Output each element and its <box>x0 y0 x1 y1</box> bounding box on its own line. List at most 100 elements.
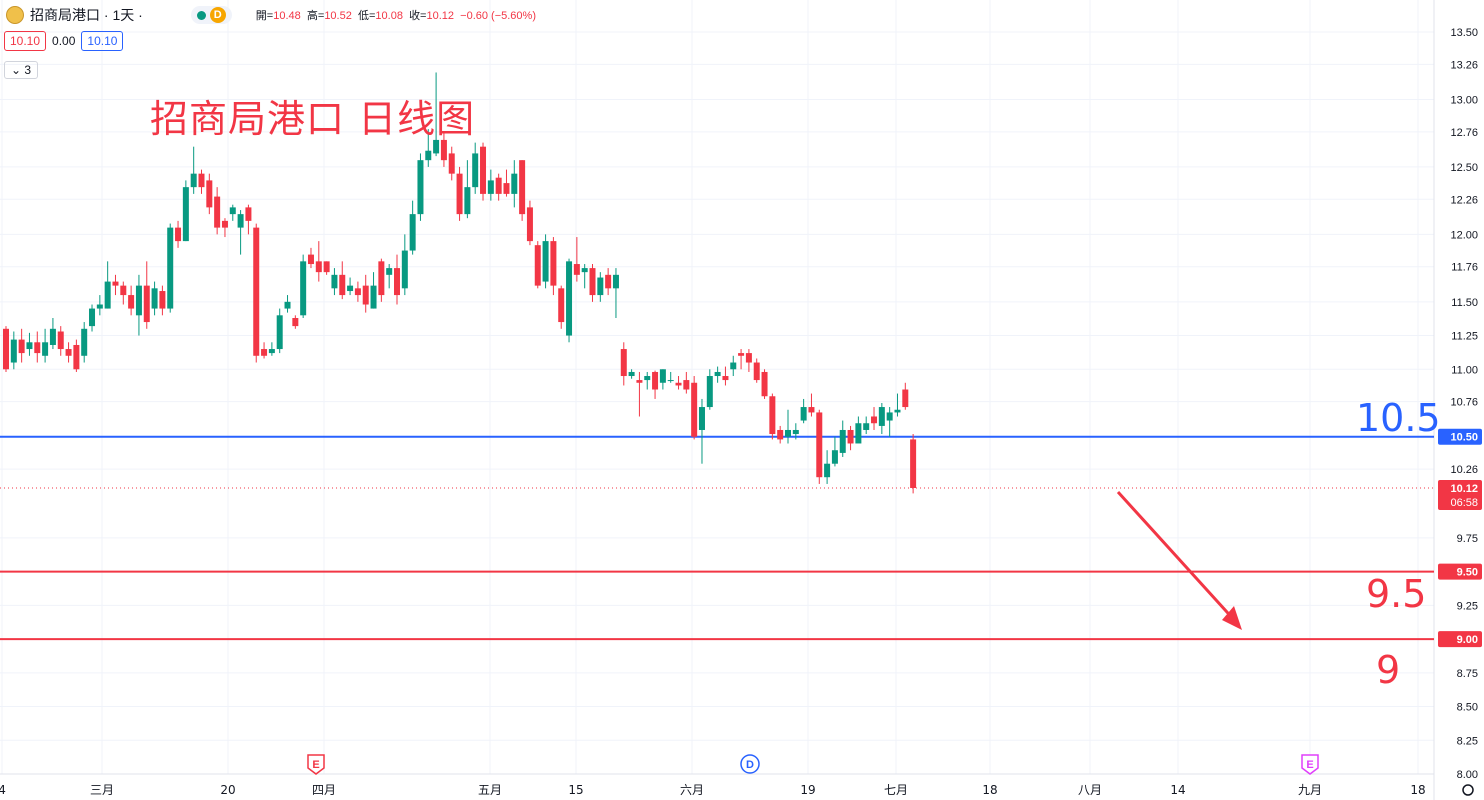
candle-body[interactable] <box>409 214 416 251</box>
candle-body[interactable] <box>214 196 221 228</box>
candle-body[interactable] <box>425 150 432 161</box>
candle-body[interactable] <box>143 285 150 323</box>
candle-body[interactable] <box>511 173 518 194</box>
candle-body[interactable] <box>519 160 526 215</box>
earnings-marker-icon[interactable] <box>1301 754 1319 775</box>
candle-body[interactable] <box>112 281 119 286</box>
candle-body[interactable] <box>159 291 166 309</box>
candle-body[interactable] <box>167 227 174 309</box>
candle-body[interactable] <box>3 328 9 370</box>
candle-body[interactable] <box>464 187 471 215</box>
candle-body[interactable] <box>81 328 88 356</box>
candle-body[interactable] <box>824 463 831 478</box>
candle-body[interactable] <box>534 245 541 286</box>
candle-body[interactable] <box>175 227 182 242</box>
candle-body[interactable] <box>417 160 424 215</box>
candle-body[interactable] <box>659 369 666 383</box>
candle-body[interactable] <box>300 261 307 316</box>
candle-body[interactable] <box>34 342 41 354</box>
candle-body[interactable] <box>816 412 823 478</box>
candle-body[interactable] <box>769 396 776 435</box>
candle-body[interactable] <box>245 207 252 221</box>
candle-body[interactable] <box>808 407 815 413</box>
candle-body[interactable] <box>440 139 447 161</box>
candle-body[interactable] <box>323 261 330 273</box>
candle-body[interactable] <box>698 407 705 430</box>
candle-body[interactable] <box>714 371 721 377</box>
candle-body[interactable] <box>331 274 338 289</box>
candle-body[interactable] <box>871 416 878 424</box>
candle-body[interactable] <box>730 362 737 370</box>
candle-body[interactable] <box>612 274 619 289</box>
candle-body[interactable] <box>761 371 768 397</box>
candle-body[interactable] <box>573 264 580 275</box>
candle-body[interactable] <box>339 274 346 296</box>
candle-body[interactable] <box>198 173 205 188</box>
candle-body[interactable] <box>683 380 690 390</box>
candle-body[interactable] <box>620 349 627 377</box>
candle-body[interactable] <box>448 153 455 174</box>
candle-body[interactable] <box>89 308 96 327</box>
earnings-marker-icon[interactable] <box>307 754 325 775</box>
candle-body[interactable] <box>589 268 596 296</box>
candle-body[interactable] <box>268 349 275 354</box>
candle-body[interactable] <box>847 429 854 444</box>
candle-body[interactable] <box>394 268 400 296</box>
candle-body[interactable] <box>487 180 494 194</box>
candle-body[interactable] <box>605 274 612 289</box>
candle-body[interactable] <box>597 277 604 296</box>
candle-body[interactable] <box>378 261 385 296</box>
candle-body[interactable] <box>237 214 244 228</box>
candle-body[interactable] <box>566 261 573 336</box>
candle-body[interactable] <box>347 285 354 292</box>
candle-body[interactable] <box>10 339 17 363</box>
candle-body[interactable] <box>190 173 197 188</box>
candle-body[interactable] <box>96 304 103 309</box>
candle-body[interactable] <box>354 288 361 296</box>
candle-body[interactable] <box>667 380 674 382</box>
candle-body[interactable] <box>722 376 729 381</box>
candle-body[interactable] <box>863 423 870 430</box>
candle-body[interactable] <box>206 180 213 208</box>
candle-body[interactable] <box>135 285 142 316</box>
market-status-pill[interactable]: D <box>190 6 232 24</box>
candle-body[interactable] <box>785 429 791 437</box>
candle-body[interactable] <box>691 382 698 437</box>
candle-body[interactable] <box>433 139 440 154</box>
candle-body[interactable] <box>628 371 635 377</box>
candle-body[interactable] <box>558 288 565 323</box>
candle-body[interactable] <box>886 412 893 421</box>
candle-body[interactable] <box>800 407 807 421</box>
candle-body[interactable] <box>902 389 909 408</box>
candle-body[interactable] <box>777 429 784 440</box>
candle-body[interactable] <box>745 353 752 363</box>
candle-body[interactable] <box>839 429 846 453</box>
candle-body[interactable] <box>253 227 260 356</box>
candle-body[interactable] <box>503 183 510 194</box>
candle-body[interactable] <box>18 339 25 354</box>
candle-body[interactable] <box>644 376 651 381</box>
settings-gear-icon[interactable] <box>1462 784 1474 796</box>
candle-body[interactable] <box>581 268 588 273</box>
candle-body[interactable] <box>42 342 49 356</box>
candle-body[interactable] <box>652 371 659 390</box>
indicator-toggle-button[interactable]: ⌄ 3 <box>4 61 39 79</box>
candle-body[interactable] <box>542 241 549 282</box>
candle-body[interactable] <box>831 450 838 464</box>
candle-body[interactable] <box>753 362 760 381</box>
symbol-title[interactable]: 招商局港口 · 1天 · <box>30 7 143 23</box>
candle-body[interactable] <box>386 268 393 275</box>
sell-price-button[interactable]: 10.10 <box>4 31 47 51</box>
candle-body[interactable] <box>292 318 299 327</box>
buy-price-button[interactable]: 10.10 <box>81 31 124 51</box>
candle-body[interactable] <box>307 254 314 265</box>
candle-body[interactable] <box>526 207 533 242</box>
candle-body[interactable] <box>284 301 291 309</box>
candle-body[interactable] <box>370 285 377 309</box>
dividend-marker-icon[interactable] <box>740 754 760 774</box>
candle-body[interactable] <box>65 349 72 356</box>
candle-body[interactable] <box>26 342 33 350</box>
candle-body[interactable] <box>456 173 463 215</box>
candle-body[interactable] <box>151 288 158 309</box>
